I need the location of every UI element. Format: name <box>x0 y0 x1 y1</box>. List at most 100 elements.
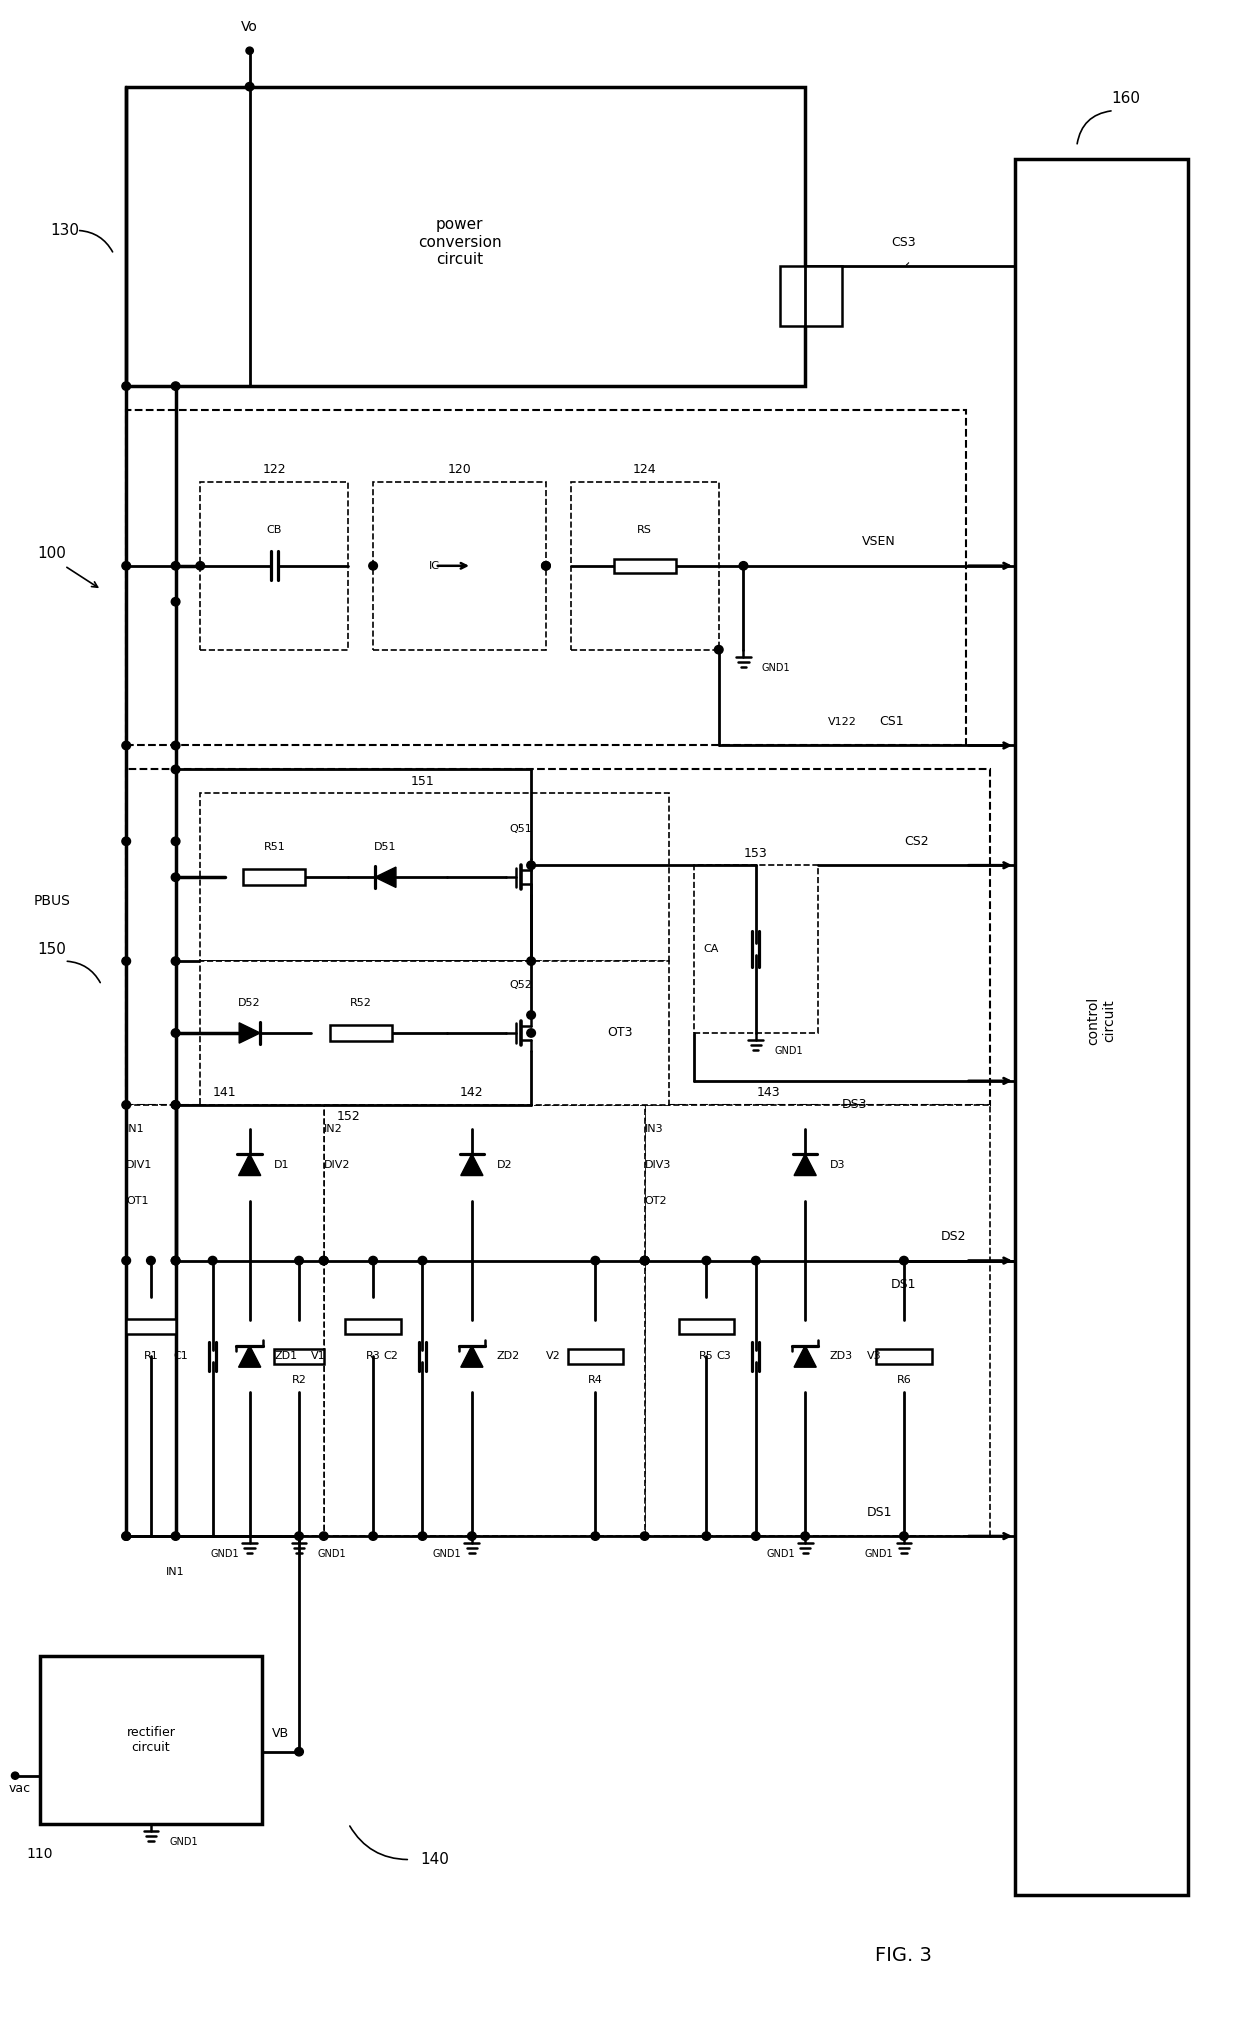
Text: GND1: GND1 <box>317 1550 346 1560</box>
Text: V1: V1 <box>311 1352 326 1362</box>
Bar <box>373 482 546 649</box>
Text: VSEN: VSEN <box>862 535 897 549</box>
Bar <box>568 1348 622 1364</box>
Text: R5: R5 <box>699 1352 714 1362</box>
Polygon shape <box>238 1154 260 1176</box>
Text: 142: 142 <box>460 1086 484 1099</box>
Text: 143: 143 <box>756 1086 780 1099</box>
Text: 151: 151 <box>410 774 434 788</box>
Circle shape <box>171 1029 180 1037</box>
Bar <box>324 1105 645 1536</box>
Circle shape <box>320 1256 329 1264</box>
Bar <box>201 962 670 1105</box>
Circle shape <box>591 1256 600 1264</box>
Circle shape <box>368 1256 377 1264</box>
Text: R2: R2 <box>291 1376 306 1384</box>
Text: 122: 122 <box>263 464 286 476</box>
Polygon shape <box>461 1346 482 1368</box>
Circle shape <box>320 1532 329 1540</box>
Bar <box>274 1348 324 1364</box>
Circle shape <box>171 1532 180 1540</box>
Bar <box>243 870 305 884</box>
Circle shape <box>751 1532 760 1540</box>
Text: DS1: DS1 <box>892 1278 916 1291</box>
Text: V2: V2 <box>546 1352 560 1362</box>
Text: DS2: DS2 <box>941 1229 966 1244</box>
Text: 150: 150 <box>37 941 67 956</box>
Circle shape <box>640 1532 649 1540</box>
Text: Q51: Q51 <box>510 825 533 835</box>
Circle shape <box>171 766 180 774</box>
Text: GND1: GND1 <box>774 1046 804 1056</box>
Circle shape <box>171 958 180 966</box>
Text: VB: VB <box>272 1728 289 1740</box>
Text: DS1: DS1 <box>867 1505 892 1519</box>
Text: R1: R1 <box>144 1352 159 1362</box>
Circle shape <box>527 862 536 870</box>
Text: C1: C1 <box>174 1352 188 1362</box>
Text: GND1: GND1 <box>433 1550 461 1560</box>
Text: ZD3: ZD3 <box>830 1352 853 1362</box>
Text: PBUS: PBUS <box>33 894 71 909</box>
Circle shape <box>640 1256 649 1264</box>
Text: D51: D51 <box>374 841 397 852</box>
Text: DIV3: DIV3 <box>645 1160 671 1170</box>
Text: R52: R52 <box>350 999 372 1009</box>
Bar <box>126 1319 176 1333</box>
Circle shape <box>739 562 748 570</box>
Bar <box>126 410 966 745</box>
Text: IC: IC <box>429 562 440 572</box>
Circle shape <box>295 1532 304 1540</box>
Text: V122: V122 <box>828 717 857 727</box>
Circle shape <box>171 874 180 882</box>
Polygon shape <box>794 1154 816 1176</box>
Circle shape <box>246 82 254 90</box>
Text: FIG. 3: FIG. 3 <box>875 1946 932 1964</box>
Circle shape <box>702 1256 711 1264</box>
Circle shape <box>122 382 130 390</box>
Text: OT3: OT3 <box>608 1027 632 1039</box>
Bar <box>126 1105 324 1536</box>
Circle shape <box>246 47 253 55</box>
Circle shape <box>171 837 180 845</box>
Text: IN3: IN3 <box>645 1123 663 1133</box>
Text: D1: D1 <box>274 1160 290 1170</box>
Text: RS: RS <box>637 525 652 535</box>
Circle shape <box>208 1256 217 1264</box>
Bar <box>201 482 348 649</box>
Circle shape <box>368 562 377 570</box>
Text: 120: 120 <box>448 464 471 476</box>
Circle shape <box>171 741 180 749</box>
Text: DS3: DS3 <box>842 1099 867 1111</box>
Bar <box>126 770 991 1105</box>
Text: 160: 160 <box>1111 92 1141 106</box>
Text: CS1: CS1 <box>879 715 904 729</box>
Bar <box>40 1656 262 1824</box>
Text: CA: CA <box>703 943 719 954</box>
Polygon shape <box>374 868 396 888</box>
Bar <box>126 86 805 386</box>
Text: control
circuit: control circuit <box>1086 996 1116 1046</box>
Circle shape <box>295 1748 304 1756</box>
Text: D2: D2 <box>496 1160 512 1170</box>
Polygon shape <box>239 1023 260 1043</box>
Text: 141: 141 <box>213 1086 237 1099</box>
Circle shape <box>527 958 536 966</box>
Text: R51: R51 <box>263 841 285 852</box>
Circle shape <box>899 1532 908 1540</box>
Text: rectifier
circuit: rectifier circuit <box>126 1725 175 1754</box>
Bar <box>330 1025 392 1041</box>
Text: 152: 152 <box>336 1111 361 1123</box>
Text: 153: 153 <box>744 847 768 860</box>
Polygon shape <box>461 1154 482 1176</box>
Text: 124: 124 <box>632 464 656 476</box>
Circle shape <box>122 1101 130 1109</box>
Bar <box>780 265 842 327</box>
Text: R4: R4 <box>588 1376 603 1384</box>
Circle shape <box>640 1256 649 1264</box>
Text: 110: 110 <box>26 1846 53 1860</box>
Circle shape <box>171 598 180 606</box>
Circle shape <box>467 1532 476 1540</box>
Circle shape <box>527 1029 536 1037</box>
Circle shape <box>899 1256 908 1264</box>
